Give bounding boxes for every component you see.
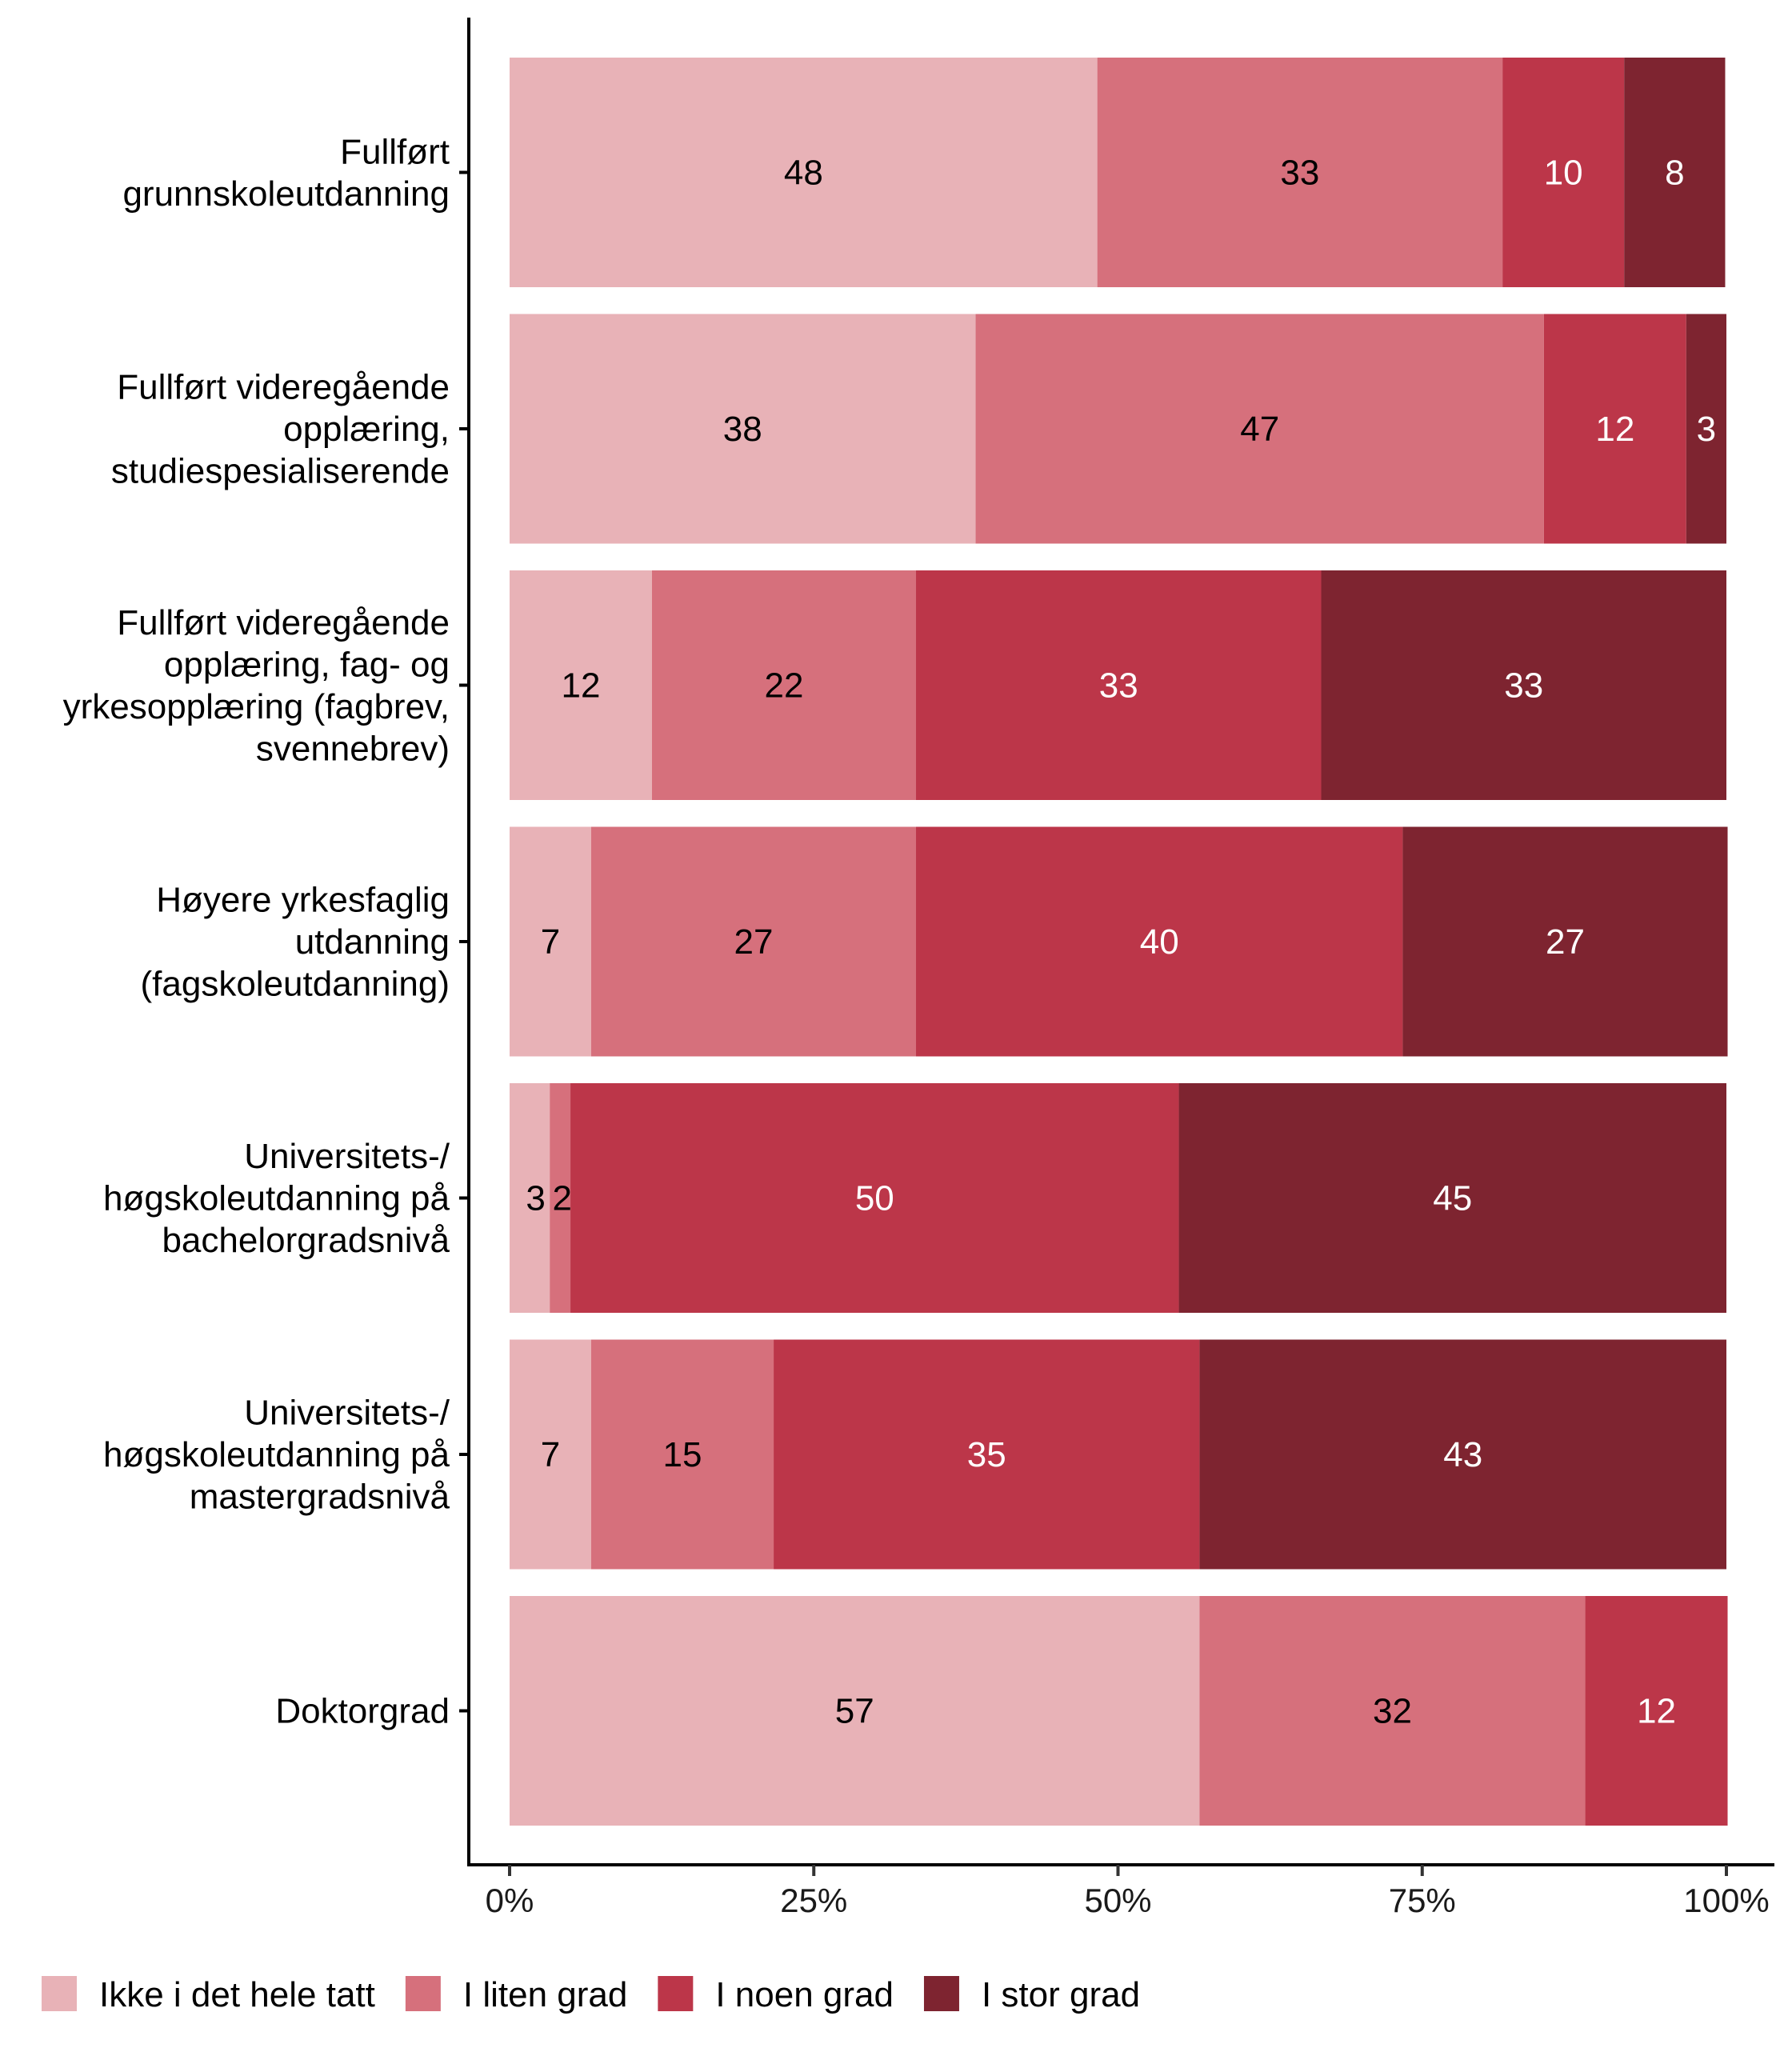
data-label: 47 [1240, 410, 1279, 449]
x-tick-label: 50% [1084, 1882, 1151, 1919]
category-label: utdanning [295, 922, 450, 962]
category-label: Fullført [340, 132, 450, 171]
legend-swatch [405, 1976, 441, 2011]
bar-segment [590, 826, 917, 1057]
category-label: svennebrev) [256, 729, 450, 768]
data-label: 50 [855, 1179, 894, 1218]
data-label: 12 [562, 666, 601, 706]
bar-segment [590, 1339, 774, 1570]
bars-layer: 48 33 10 838 47 12 312 22 33 337 27 40 273 2 50 457 15 35… [510, 58, 1728, 1826]
data-label: 43 [1443, 1435, 1482, 1474]
bar-segment [1686, 314, 1726, 544]
data-label: 45 [1433, 1179, 1472, 1218]
bar-segment [510, 58, 1098, 287]
data-label: 33 [1504, 666, 1543, 706]
bar-segment [510, 1339, 591, 1570]
category-label: (fagskoleutdanning) [141, 965, 450, 1004]
legend-label: I noen grad [715, 1975, 894, 2014]
data-label: 10 [1544, 154, 1583, 193]
x-axis-ticks: 0% 25% 50% 75% 100% [486, 1865, 1770, 1919]
bar-segment [1199, 1596, 1586, 1826]
x-tick-label: 100% [1683, 1882, 1769, 1919]
category-label: Universitets-/ [244, 1394, 450, 1433]
bar-segment [510, 570, 652, 800]
data-label: 33 [1099, 666, 1138, 706]
bar-segment [1097, 58, 1503, 287]
category-label: Doktorgrad [275, 1692, 450, 1731]
data-label: 35 [967, 1435, 1006, 1474]
data-label: 57 [835, 1692, 874, 1731]
bar-segment [570, 1083, 1179, 1313]
category-label: Fullført videregående [117, 368, 450, 407]
bar-segment [1585, 1596, 1728, 1826]
data-label: 7 [541, 922, 560, 962]
category-label: høgskoleutdanning på [103, 1435, 450, 1474]
bar-segment [916, 826, 1403, 1057]
data-label: 2 [552, 1179, 571, 1218]
data-label: 40 [1140, 922, 1179, 962]
data-label: 33 [1280, 154, 1319, 193]
data-label: 32 [1373, 1692, 1412, 1731]
legend-swatch [658, 1976, 694, 2011]
data-label: 12 [1595, 410, 1634, 449]
legend-label: I stor grad [982, 1975, 1140, 2014]
data-label: 27 [1546, 922, 1585, 962]
legend-swatch [42, 1976, 77, 2011]
bar-segment [510, 826, 591, 1057]
legend-label: Ikke i det hele tatt [99, 1975, 375, 2014]
category-label: høgskoleutdanning på [103, 1179, 450, 1218]
bar-segment [510, 314, 976, 544]
bar-segment [1543, 314, 1686, 544]
legend-swatch [923, 1976, 959, 2011]
x-tick-label: 25% [780, 1882, 847, 1919]
category-label: Universitets-/ [244, 1137, 450, 1176]
bar-segment [975, 314, 1544, 544]
category-label: opplæring, [283, 410, 450, 449]
bar-segment [774, 1339, 1200, 1570]
bar-segment [510, 1596, 1200, 1826]
bar-segment [651, 570, 917, 800]
x-tick-label: 75% [1389, 1882, 1456, 1919]
bar-segment [1624, 58, 1726, 287]
bar-segment [916, 570, 1322, 800]
data-label: 27 [734, 922, 773, 962]
x-tick-label: 0% [486, 1882, 534, 1919]
data-label: 15 [663, 1435, 702, 1474]
category-label: yrkesopplæring (fagbrev, [63, 687, 450, 726]
category-label: bachelorgradsnivå [162, 1221, 450, 1260]
bar-segment [1502, 58, 1625, 287]
data-label: 3 [1697, 410, 1716, 449]
legend: Ikke i det hele tatt I liten grad I noen g… [42, 1975, 1140, 2014]
category-label: Høyere yrkesfaglig [156, 881, 450, 920]
data-label: 7 [541, 1435, 560, 1474]
data-label: 8 [1665, 154, 1684, 193]
category-label: grunnskoleutdanning [122, 174, 450, 214]
data-label: 22 [765, 666, 804, 706]
bar-segment [550, 1083, 571, 1313]
bar-segment [1199, 1339, 1726, 1570]
data-label: 3 [526, 1179, 545, 1218]
category-label: studiespesialiserende [111, 452, 450, 491]
category-label: mastergradsnivå [190, 1478, 450, 1517]
bar-segment [1321, 570, 1726, 800]
bar-segment [510, 1083, 550, 1313]
data-label: 12 [1637, 1692, 1676, 1731]
data-label: 48 [784, 154, 823, 193]
data-label: 38 [723, 410, 762, 449]
bar-segment [1402, 826, 1728, 1057]
category-label: opplæring, fag- og [164, 645, 450, 684]
bar-segment [1178, 1083, 1726, 1313]
category-label: Fullført videregående [117, 603, 450, 642]
legend-label: I liten grad [463, 1975, 627, 2014]
